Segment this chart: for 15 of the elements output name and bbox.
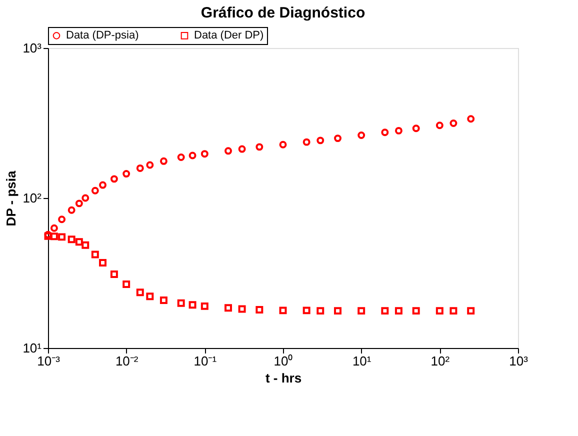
x-tick-label: 10³ [509, 354, 529, 368]
y-tick-label: 10² [22, 190, 42, 206]
x-tick-label: 10⁻³ [37, 354, 61, 368]
x-tick-label: 10⁻¹ [194, 354, 218, 368]
legend-label: Data (Der DP) [194, 30, 264, 42]
legend-label: Data (DP-psia) [66, 30, 139, 42]
y-axis-title: DP - psia [4, 170, 19, 226]
y-tick-label: 10¹ [22, 340, 42, 356]
x-tick-label: 10² [430, 354, 450, 368]
x-tick-label: 10¹ [352, 354, 372, 368]
x-tick-label: 10⁰ [274, 354, 294, 368]
chart-title: Gráfico de Diagnóstico [200, 4, 366, 22]
x-axis-title: t - hrs [265, 370, 302, 386]
x-tick-label: 10⁻² [115, 354, 139, 368]
y-tick-label: 10³ [22, 40, 42, 56]
